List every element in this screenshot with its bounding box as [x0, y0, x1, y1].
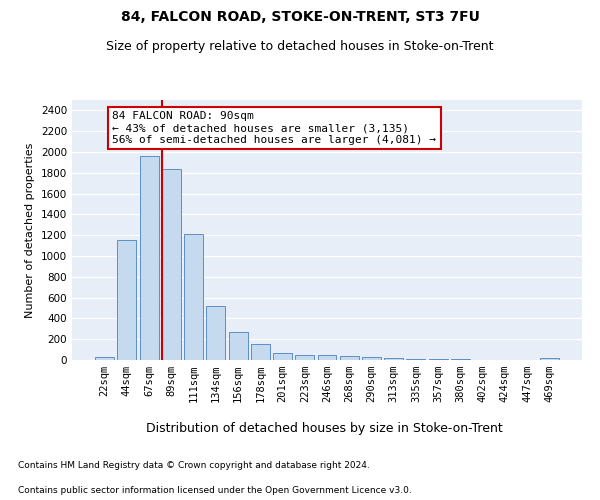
Text: 84 FALCON ROAD: 90sqm
← 43% of detached houses are smaller (3,135)
56% of semi-d: 84 FALCON ROAD: 90sqm ← 43% of detached …: [112, 112, 436, 144]
Y-axis label: Number of detached properties: Number of detached properties: [25, 142, 35, 318]
Bar: [295, 355, 314, 360]
Bar: [251, 344, 270, 360]
Bar: [317, 356, 337, 360]
Text: Size of property relative to detached houses in Stoke-on-Trent: Size of property relative to detached ho…: [106, 40, 494, 53]
Bar: [429, 359, 448, 360]
Text: Contains HM Land Registry data © Crown copyright and database right 2024.: Contains HM Land Registry data © Crown c…: [18, 461, 370, 470]
Bar: [229, 332, 248, 360]
Bar: [540, 358, 559, 360]
Bar: [362, 358, 381, 360]
Bar: [340, 356, 359, 360]
Bar: [95, 358, 114, 360]
Bar: [384, 358, 403, 360]
Bar: [206, 306, 225, 360]
Bar: [162, 168, 181, 360]
Bar: [273, 353, 292, 360]
Text: Distribution of detached houses by size in Stoke-on-Trent: Distribution of detached houses by size …: [146, 422, 502, 435]
Bar: [184, 234, 203, 360]
Bar: [451, 359, 470, 360]
Bar: [118, 240, 136, 360]
Bar: [406, 359, 425, 360]
Text: 84, FALCON ROAD, STOKE-ON-TRENT, ST3 7FU: 84, FALCON ROAD, STOKE-ON-TRENT, ST3 7FU: [121, 10, 479, 24]
Text: Contains public sector information licensed under the Open Government Licence v3: Contains public sector information licen…: [18, 486, 412, 495]
Bar: [140, 156, 158, 360]
